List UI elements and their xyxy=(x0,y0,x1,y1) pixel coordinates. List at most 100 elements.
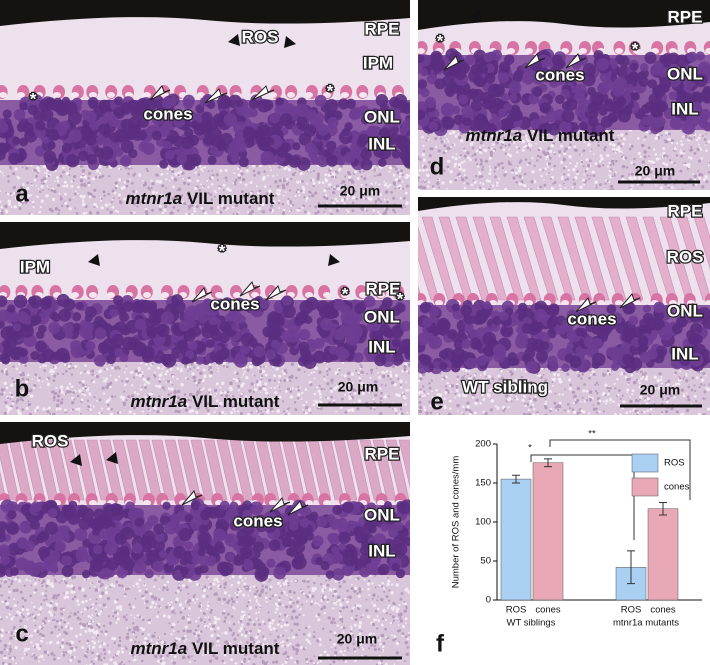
texture xyxy=(574,148,578,153)
texture xyxy=(660,168,664,171)
nucleus xyxy=(694,73,708,88)
cone-body xyxy=(0,92,7,98)
texture xyxy=(646,409,649,412)
texture xyxy=(255,380,259,383)
texture xyxy=(552,384,554,387)
texture xyxy=(595,186,598,189)
texture xyxy=(70,180,73,183)
texture xyxy=(215,173,219,177)
texture xyxy=(589,373,592,376)
texture xyxy=(663,155,666,158)
texture xyxy=(391,208,396,212)
texture xyxy=(451,155,455,159)
texture xyxy=(115,184,119,188)
nucleus xyxy=(86,153,98,165)
texture xyxy=(119,395,122,398)
texture xyxy=(106,407,110,411)
texture xyxy=(689,148,693,152)
nucleus xyxy=(358,105,370,117)
texture xyxy=(669,159,672,162)
texture xyxy=(263,401,267,405)
texture xyxy=(617,403,620,407)
texture xyxy=(428,386,432,390)
texture xyxy=(314,191,318,195)
texture xyxy=(86,399,90,402)
nucleus xyxy=(366,353,375,362)
texture xyxy=(456,403,460,408)
texture xyxy=(112,197,115,200)
texture xyxy=(486,392,490,396)
texture xyxy=(273,374,277,378)
texture xyxy=(659,177,663,181)
texture xyxy=(474,372,477,375)
texture xyxy=(331,175,335,179)
texture xyxy=(196,402,200,406)
texture xyxy=(117,193,121,197)
texture xyxy=(400,394,403,397)
texture xyxy=(375,169,378,171)
texture xyxy=(615,160,618,163)
texture xyxy=(637,151,641,156)
nucleus xyxy=(458,94,469,105)
cone-body xyxy=(17,92,25,98)
texture xyxy=(618,389,621,392)
texture xyxy=(47,174,51,178)
texture xyxy=(629,410,632,413)
texture xyxy=(527,139,531,143)
texture xyxy=(489,382,492,385)
texture xyxy=(602,410,605,413)
texture xyxy=(626,377,630,382)
texture xyxy=(216,636,220,641)
texture xyxy=(575,162,579,165)
texture xyxy=(524,370,527,373)
texture xyxy=(41,182,44,185)
texture xyxy=(200,206,204,210)
texture xyxy=(427,133,430,136)
texture xyxy=(572,401,576,405)
texture xyxy=(340,182,343,185)
texture xyxy=(283,378,287,383)
texture xyxy=(469,142,474,146)
texture xyxy=(272,365,275,368)
texture xyxy=(453,396,456,399)
texture xyxy=(685,392,688,395)
texture xyxy=(365,209,368,212)
texture xyxy=(56,207,59,210)
texture xyxy=(125,365,128,368)
texture xyxy=(438,393,443,397)
texture xyxy=(53,374,57,378)
texture xyxy=(11,377,14,380)
texture xyxy=(187,182,190,186)
nucleus xyxy=(156,323,170,337)
texture xyxy=(303,195,306,199)
texture xyxy=(443,405,447,409)
texture xyxy=(262,387,266,390)
texture xyxy=(34,373,38,377)
texture xyxy=(492,149,496,152)
texture xyxy=(317,181,321,184)
texture xyxy=(287,412,291,415)
texture xyxy=(23,635,26,637)
texture xyxy=(357,594,361,598)
nucleus xyxy=(20,324,34,338)
texture xyxy=(399,383,402,386)
texture xyxy=(55,403,60,408)
texture xyxy=(54,180,56,183)
texture xyxy=(428,400,431,404)
texture xyxy=(122,401,127,406)
texture xyxy=(476,163,479,166)
texture xyxy=(214,656,219,660)
texture xyxy=(383,395,387,399)
texture xyxy=(544,380,548,384)
texture xyxy=(544,413,548,415)
texture xyxy=(271,194,274,197)
texture xyxy=(526,146,530,150)
texture xyxy=(419,373,422,377)
texture xyxy=(177,174,180,177)
texture xyxy=(476,187,479,190)
texture xyxy=(269,407,274,411)
texture xyxy=(282,177,285,180)
texture xyxy=(207,368,210,371)
texture xyxy=(102,190,106,194)
texture xyxy=(378,172,382,177)
